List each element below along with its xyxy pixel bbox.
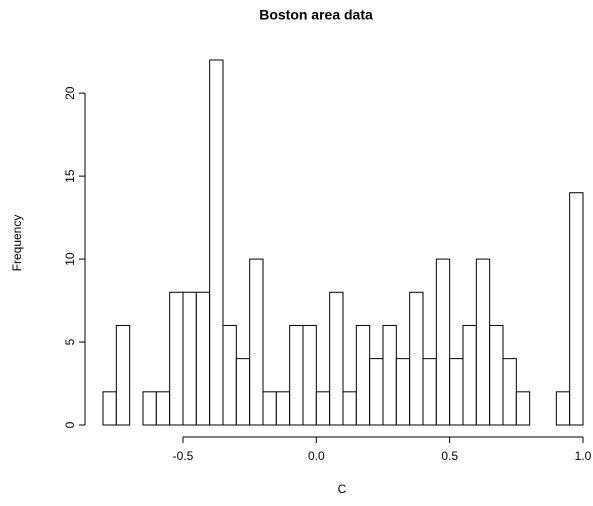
bar bbox=[155, 391, 171, 426]
bar bbox=[302, 324, 317, 426]
bar bbox=[262, 391, 277, 426]
bar bbox=[422, 358, 437, 426]
y-tick-label: 15 bbox=[63, 169, 77, 183]
bar bbox=[355, 324, 371, 426]
bar bbox=[515, 391, 531, 426]
bar bbox=[462, 324, 477, 426]
bar bbox=[569, 192, 584, 426]
bar bbox=[409, 291, 424, 426]
bar bbox=[382, 324, 397, 426]
bar bbox=[222, 324, 237, 426]
bar bbox=[475, 258, 491, 426]
bar bbox=[275, 391, 291, 426]
x-tick-label: 0.5 bbox=[441, 449, 458, 463]
x-axis-label: C bbox=[338, 482, 347, 496]
y-tick-label: 20 bbox=[63, 86, 77, 100]
y-tick-label: 0 bbox=[63, 421, 77, 428]
bar bbox=[315, 391, 331, 426]
bar bbox=[235, 358, 251, 426]
bar bbox=[249, 258, 264, 426]
bar bbox=[502, 358, 517, 426]
bar bbox=[289, 324, 304, 426]
x-tick-label: 0.0 bbox=[308, 449, 325, 463]
bar bbox=[209, 59, 224, 426]
y-axis-label: Frequency bbox=[10, 215, 24, 272]
bar bbox=[115, 324, 131, 426]
y-tick-label: 5 bbox=[63, 338, 77, 345]
bar bbox=[449, 358, 464, 426]
bar bbox=[555, 391, 571, 426]
bar bbox=[142, 391, 157, 426]
bar bbox=[182, 291, 197, 426]
x-tick-label: 1.0 bbox=[575, 449, 592, 463]
bar bbox=[342, 391, 357, 426]
bar bbox=[489, 324, 504, 426]
bar bbox=[435, 258, 451, 426]
y-tick-label: 10 bbox=[63, 252, 77, 266]
bar bbox=[195, 291, 211, 426]
bar bbox=[329, 291, 344, 426]
x-tick-label: -0.5 bbox=[173, 449, 194, 463]
bar bbox=[102, 391, 117, 426]
bar bbox=[395, 358, 411, 426]
bar bbox=[169, 291, 184, 426]
chart-title: Boston area data bbox=[259, 7, 373, 23]
bar bbox=[369, 358, 384, 426]
